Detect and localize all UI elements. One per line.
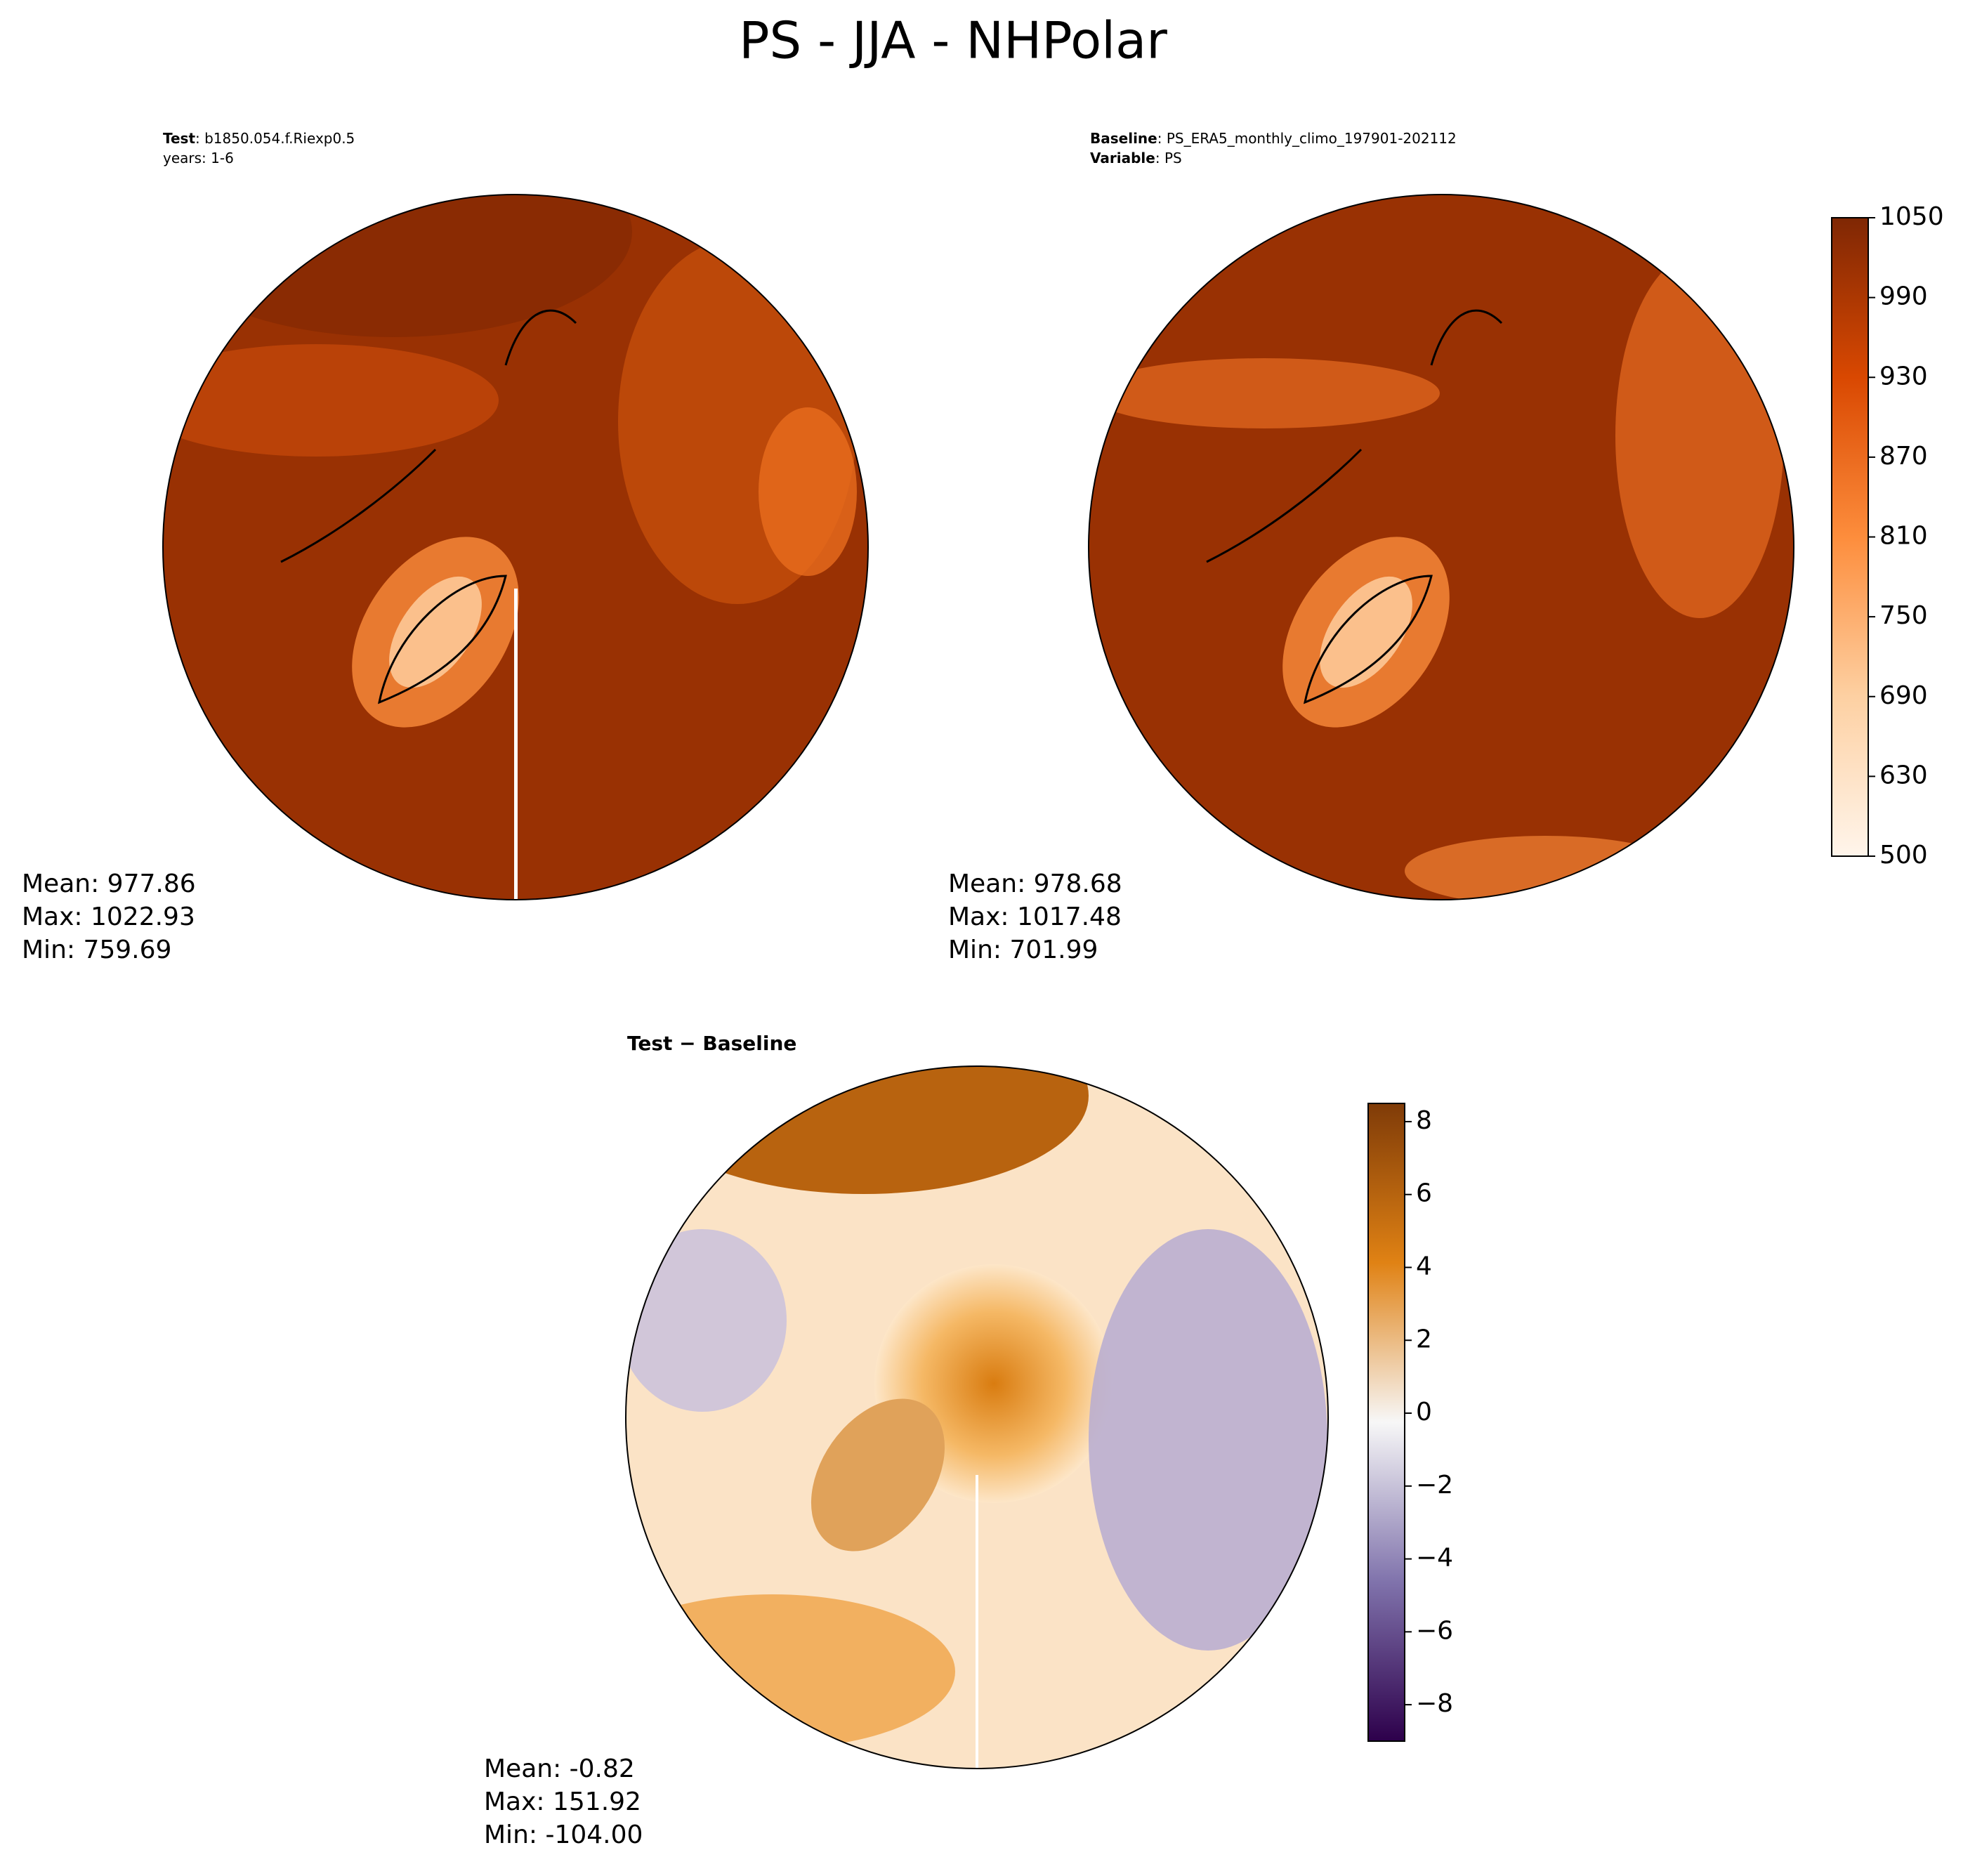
header-label: Baseline [1090, 130, 1157, 147]
colorbar-tick-label: 750 [1879, 601, 1928, 630]
map-difference [626, 1066, 1328, 1769]
stat-line: Max: 1022.93 [22, 903, 195, 931]
coastline [280, 309, 577, 704]
colorbar-tick-label: −6 [1416, 1616, 1453, 1645]
stat-line: Mean: 978.68 [948, 870, 1122, 898]
header-label: Test [163, 130, 195, 147]
header-label: Variable [1090, 150, 1155, 166]
map-baseline [1089, 195, 1794, 900]
figure-title: PS - JJA - NHPolar [739, 11, 1167, 70]
stat-line: Max: 151.92 [484, 1788, 641, 1816]
panel-header: Test: b1850.054.f.Riexp0.5 [163, 130, 355, 147]
map-border [625, 1065, 1329, 1769]
panel-header: years: 1-6 [163, 150, 234, 166]
header-text: : PS_ERA5_monthly_climo_197901-202112 [1157, 130, 1457, 147]
map-test [163, 195, 868, 900]
colorbar-tick-label: 690 [1879, 681, 1928, 710]
colorbar [1831, 217, 1869, 857]
colorbar-tick-label: 500 [1879, 841, 1928, 870]
colorbar-tick-label: 870 [1879, 442, 1928, 471]
colorbar-tick-label: −4 [1416, 1544, 1453, 1573]
stat-line: Min: -104.00 [484, 1821, 643, 1849]
header-text: : PS [1155, 150, 1182, 166]
colorbar-tick-label: 6 [1416, 1179, 1432, 1208]
colorbar-tick-label: 1050 [1879, 202, 1944, 231]
stat-line: Mean: -0.82 [484, 1754, 635, 1783]
stat-line: Min: 759.69 [22, 936, 171, 964]
colorbar-tick-label: 930 [1879, 362, 1928, 391]
coastline [1206, 309, 1503, 704]
panel-header: Variable: PS [1090, 150, 1182, 166]
colorbar-tick-label: −8 [1416, 1689, 1453, 1718]
stat-line: Mean: 977.86 [22, 870, 196, 898]
panel-header: Baseline: PS_ERA5_monthly_climo_197901-2… [1090, 130, 1457, 147]
map-border [162, 194, 869, 900]
colorbar-tick-label: 810 [1879, 522, 1928, 551]
colorbar-tick-label: 4 [1416, 1252, 1432, 1280]
map-border [1088, 194, 1794, 900]
header-label: Test − Baseline [627, 1032, 796, 1055]
stat-line: Max: 1017.48 [948, 903, 1122, 931]
colorbar-tick-label: 0 [1416, 1398, 1432, 1426]
colorbar-tick-label: 8 [1416, 1106, 1432, 1135]
stat-line: Min: 701.99 [948, 936, 1098, 964]
header-text: years: 1-6 [163, 150, 234, 166]
panel-header: Test − Baseline [627, 1032, 796, 1055]
colorbar-tick-label: 630 [1879, 761, 1928, 789]
header-text: : b1850.054.f.Riexp0.5 [195, 130, 355, 147]
colorbar-tick-label: −2 [1416, 1471, 1453, 1500]
colorbar [1367, 1103, 1405, 1742]
colorbar-tick-label: 990 [1879, 282, 1928, 311]
colorbar-tick-label: 2 [1416, 1325, 1432, 1353]
